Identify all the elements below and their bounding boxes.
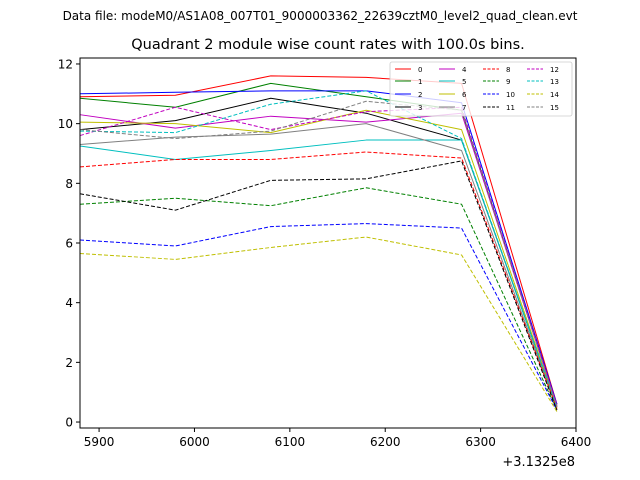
series-line-10: [79, 223, 558, 411]
series-line-3: [79, 97, 558, 408]
x-tick-label: 6100: [275, 435, 306, 449]
series-line-2: [79, 90, 558, 405]
legend-label-15: 15: [550, 104, 559, 112]
legend-label-13: 13: [550, 78, 559, 86]
series-line-0: [79, 75, 558, 405]
legend-label-10: 10: [506, 91, 515, 99]
figure-suptitle: Data file: modeM0/AS1A08_007T01_90000033…: [63, 9, 578, 23]
legend-label-7: 7: [462, 104, 466, 112]
y-tick-label: 6: [65, 237, 73, 251]
series-line-14: [79, 236, 558, 412]
series-line-6: [79, 109, 558, 408]
legend-label-6: 6: [462, 91, 467, 99]
y-tick-label: 8: [65, 177, 73, 191]
x-tick-label: 6000: [179, 435, 210, 449]
legend-label-12: 12: [550, 66, 559, 74]
legend-label-8: 8: [506, 66, 510, 74]
legend-frame: [389, 61, 573, 117]
y-tick-label: 0: [65, 416, 73, 430]
series-line-9: [79, 187, 558, 411]
legend-label-3: 3: [418, 104, 422, 112]
x-tick-label: 6200: [370, 435, 401, 449]
legend-label-4: 4: [462, 66, 467, 74]
y-tick-label: 12: [58, 57, 73, 71]
legend-label-9: 9: [506, 78, 510, 86]
legend-label-0: 0: [418, 66, 422, 74]
x-offset-label: +3.1325e8: [502, 455, 575, 470]
x-tick-label: 6300: [465, 435, 496, 449]
series-line-13: [79, 90, 558, 408]
chart-title: Quadrant 2 module wise count rates with …: [131, 37, 525, 53]
legend-label-2: 2: [418, 91, 422, 99]
series-layer: [79, 75, 558, 412]
series-line-12: [79, 106, 558, 406]
series-line-1: [79, 82, 558, 406]
legend-label-5: 5: [462, 78, 466, 86]
series-line-8: [79, 151, 558, 409]
y-tick-label: 10: [58, 117, 73, 131]
y-tick-label: 2: [65, 356, 73, 370]
x-tick-label: 5900: [84, 435, 115, 449]
legend-label-1: 1: [418, 78, 422, 86]
y-tick-label: 4: [65, 296, 73, 310]
series-line-15: [79, 100, 558, 408]
legend-label-11: 11: [506, 104, 515, 112]
legend-label-14: 14: [550, 91, 559, 99]
series-line-7: [79, 123, 558, 409]
series-line-11: [79, 160, 558, 411]
x-tick-label: 6400: [561, 435, 592, 449]
series-line-4: [79, 112, 558, 406]
